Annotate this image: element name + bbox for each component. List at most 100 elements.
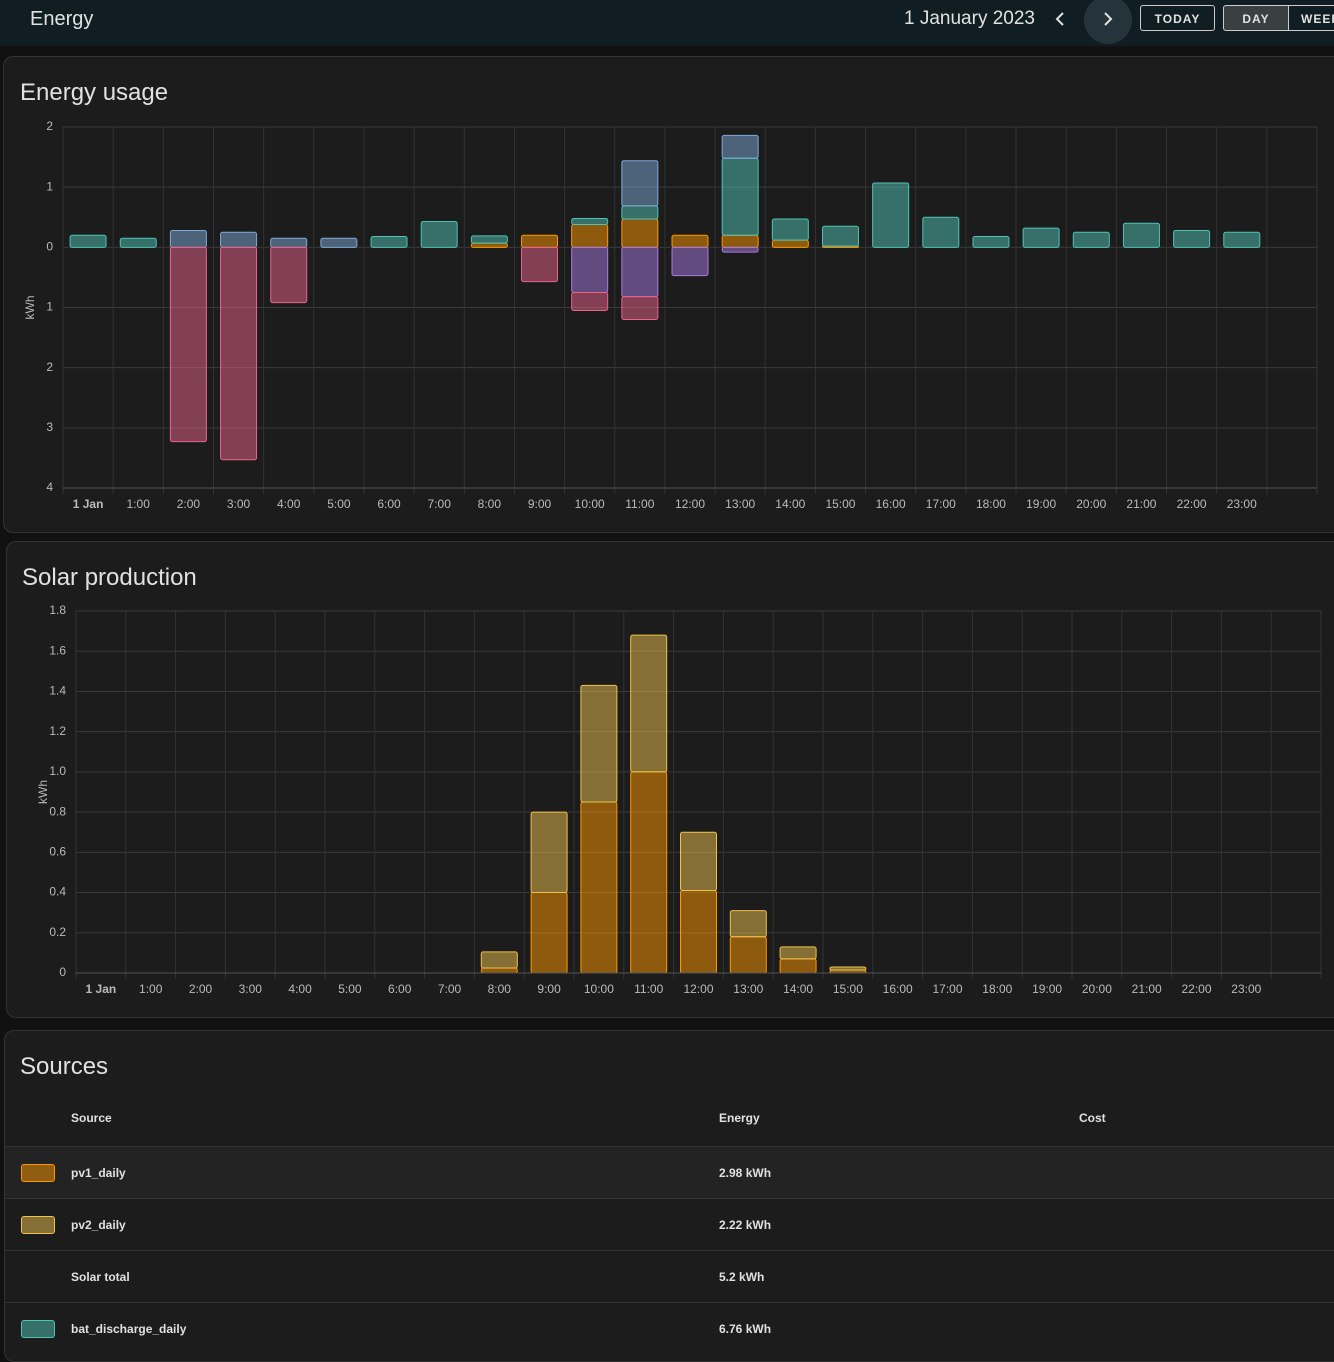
x-tick-label: 8:00	[488, 982, 512, 996]
x-tick-label: 22:00	[1177, 497, 1207, 511]
bar-segment	[470, 235, 508, 244]
bar-segment	[571, 217, 609, 225]
x-tick-label: 14:00	[775, 497, 805, 511]
x-tick-label: 18:00	[982, 982, 1012, 996]
y-axis-label: kWh	[36, 780, 50, 804]
x-tick-label: 10:00	[584, 982, 614, 996]
x-tick-label: 1:00	[139, 982, 163, 996]
bar-segment	[480, 951, 518, 969]
x-tick-label: 16:00	[876, 497, 906, 511]
x-tick-label: 5:00	[327, 497, 351, 511]
x-tick-label: 5:00	[338, 982, 362, 996]
bar-segment	[571, 223, 609, 248]
x-tick-label: 7:00	[438, 982, 462, 996]
day-button[interactable]: DAY	[1223, 5, 1289, 31]
y-tick-label: 2	[46, 360, 53, 374]
bar-segment	[1122, 222, 1160, 248]
sources-card: Sources Source Energy Cost pv1_daily 2.98…	[4, 1030, 1334, 1362]
x-tick-label: 22:00	[1181, 982, 1211, 996]
y-tick-label: 1.6	[49, 643, 66, 657]
bar-segment	[821, 225, 859, 247]
bar-segment	[270, 237, 308, 248]
bar-segment	[630, 771, 668, 974]
x-tick-label: 3:00	[239, 982, 263, 996]
x-tick-label: 17:00	[932, 982, 962, 996]
today-button[interactable]: TODAY	[1140, 5, 1215, 31]
bar-segment	[872, 182, 910, 248]
color-swatch	[21, 1164, 55, 1182]
next-button[interactable]	[1084, 0, 1132, 44]
source-name: pv1_daily	[71, 1166, 126, 1180]
x-tick-label: 23:00	[1227, 497, 1257, 511]
bar-segment	[680, 831, 717, 892]
bar-segment	[621, 160, 659, 207]
usage-chart: 4 3 2 1 0 1 2 kWh 1 Jan 1:00 2:00 3:00 4:00 5:00 6:00 7…	[23, 119, 1318, 511]
date-label: 1 January 2023	[904, 8, 1035, 29]
source-row: Solar total 5.2 kWh	[5, 1250, 1334, 1303]
prev-button[interactable]	[1050, 8, 1070, 30]
bar-segment	[621, 296, 659, 321]
bar-segment	[220, 231, 258, 248]
bar-segment	[922, 216, 960, 248]
x-tick-label: 20:00	[1082, 982, 1112, 996]
source-energy: 2.22 kWh	[719, 1218, 772, 1232]
source-row: pv1_daily 2.98 kWh	[5, 1146, 1334, 1199]
bar-segment	[1223, 231, 1261, 248]
usage-card: Energy usage 4 3 2 1 0 1 2 kWh 1 Jan 1:00 2:00 3:00…	[3, 56, 1334, 533]
x-tick-label: 12:00	[683, 982, 713, 996]
bar-segment	[771, 239, 809, 248]
source-name: pv2_daily	[71, 1218, 126, 1232]
x-tick-label: 10:00	[575, 497, 605, 511]
bar-segment	[580, 801, 618, 974]
x-tick-label: 20:00	[1076, 497, 1106, 511]
bar-segment	[370, 236, 408, 248]
source-energy: 5.2 kWh	[719, 1270, 765, 1284]
source-row: pv2_daily 2.22 kWh	[5, 1198, 1334, 1251]
bar-segment	[220, 246, 258, 461]
x-tick-label: 12:00	[675, 497, 705, 511]
bar-segment	[521, 246, 559, 283]
x-tick-label: 1 Jan	[86, 982, 117, 996]
bar-segment	[771, 218, 809, 241]
x-tick-label: 19:00	[1032, 982, 1062, 996]
y-tick-label: 4	[46, 480, 53, 494]
y-tick-label: 1	[46, 300, 53, 314]
x-tick-label: 4:00	[277, 497, 301, 511]
y-tick-label: 1.8	[49, 603, 66, 617]
x-tick-label: 3:00	[227, 497, 251, 511]
week-button[interactable]: WEEK	[1288, 5, 1334, 31]
source-name: Solar total	[71, 1270, 130, 1284]
bar-segment	[680, 890, 717, 974]
color-swatch	[21, 1216, 55, 1234]
x-tick-label: 1 Jan	[73, 497, 104, 511]
bar-segment	[671, 246, 709, 277]
x-tick-label: 6:00	[388, 982, 412, 996]
bar-segment	[1072, 231, 1110, 248]
card-title: Sources	[20, 1053, 109, 1080]
bar-segment	[779, 946, 817, 960]
y-tick-label: 1	[46, 179, 53, 193]
bar-segment	[169, 246, 207, 443]
x-tick-label: 15:00	[825, 497, 855, 511]
y-tick-label: 0.4	[49, 885, 66, 899]
y-axis-label: kWh	[23, 296, 37, 320]
bar-segment	[69, 234, 107, 248]
source-energy: 2.98 kWh	[719, 1166, 772, 1180]
column-header: Source	[71, 1111, 112, 1125]
bar-segment	[729, 910, 767, 938]
bar-segment	[621, 246, 659, 298]
bar-segment	[829, 966, 867, 971]
bar-segment	[169, 229, 207, 248]
x-tick-label: 19:00	[1026, 497, 1056, 511]
solar-card: Solar production 0 0.2 0.4 0.6 0.8 1.0 1.2 1.4 1…	[6, 541, 1334, 1018]
x-tick-label: 21:00	[1132, 982, 1162, 996]
x-tick-label: 2:00	[189, 982, 213, 996]
x-tick-label: 18:00	[976, 497, 1006, 511]
card-title: Solar production	[22, 564, 197, 591]
bar-segment	[480, 967, 518, 974]
x-tick-label: 4:00	[288, 982, 312, 996]
bar-segment	[530, 811, 568, 894]
bar-segment	[1022, 227, 1060, 248]
bar-segment	[721, 246, 759, 253]
